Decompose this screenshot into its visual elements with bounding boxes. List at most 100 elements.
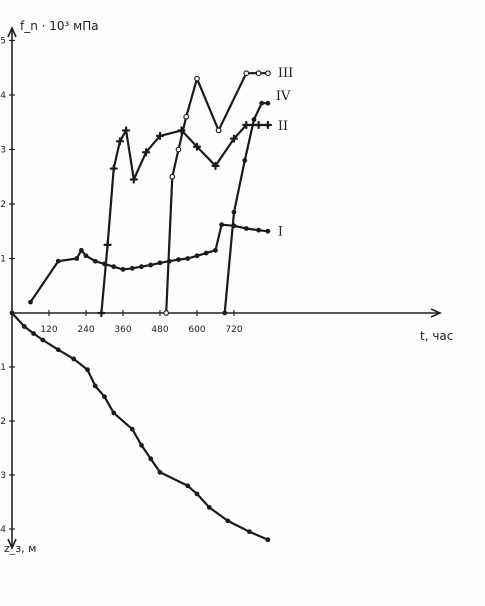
data-point xyxy=(109,164,118,173)
series-line-bottom-4 xyxy=(10,311,269,541)
series-line-iv xyxy=(223,102,269,315)
data-point xyxy=(121,126,131,135)
data-point xyxy=(142,148,151,157)
data-point xyxy=(255,70,262,77)
data-point xyxy=(242,158,248,163)
x-tick-label: 240 xyxy=(77,325,94,335)
data-point xyxy=(129,426,135,432)
y-top-tick-label: 5 xyxy=(0,37,6,47)
y-bottom-tick-label: 2 xyxy=(0,417,6,427)
data-point xyxy=(259,100,265,106)
data-point xyxy=(246,529,252,535)
y-bottom-tick-label: 4 xyxy=(0,525,6,535)
data-point xyxy=(192,142,202,151)
data-point xyxy=(78,247,84,253)
data-point xyxy=(194,253,200,259)
data-point xyxy=(176,257,181,262)
data-point xyxy=(148,456,154,462)
data-point xyxy=(120,267,126,272)
data-point xyxy=(229,134,239,143)
data-point xyxy=(129,265,135,271)
y-axis-arrow-down xyxy=(7,538,17,550)
data-point xyxy=(97,308,106,318)
data-point xyxy=(102,394,107,400)
series-label-i: I xyxy=(278,224,283,239)
data-point xyxy=(111,410,117,416)
x-axis-title: t, час xyxy=(420,329,453,343)
data-point xyxy=(265,100,271,106)
data-point xyxy=(139,442,144,448)
x-tick-label: 360 xyxy=(114,325,131,335)
data-point xyxy=(231,209,237,215)
y-top-tick-label: 4 xyxy=(0,91,6,101)
data-point xyxy=(169,173,176,180)
data-point xyxy=(157,469,163,475)
data-point xyxy=(55,347,61,353)
data-point xyxy=(194,75,200,82)
data-point xyxy=(251,117,257,122)
data-point xyxy=(243,226,249,231)
x-tick-label: 720 xyxy=(225,325,242,335)
data-point xyxy=(40,337,46,343)
y-axis-arrow-up xyxy=(7,26,17,38)
data-point xyxy=(213,247,218,253)
series-line-iii xyxy=(165,72,269,315)
data-point xyxy=(215,127,222,134)
x-axis-arrow xyxy=(430,308,442,318)
y-axis-title-top: f_n · 10³ мПа xyxy=(20,19,99,33)
data-point xyxy=(243,70,250,77)
data-point xyxy=(242,120,251,130)
data-point xyxy=(219,222,225,228)
y-axis-title-bottom: z_з, м xyxy=(4,542,36,555)
data-point xyxy=(183,113,190,120)
data-point xyxy=(21,324,27,329)
data-point xyxy=(225,518,231,524)
x-tick-label: 120 xyxy=(40,325,57,335)
data-point xyxy=(157,260,163,266)
data-point xyxy=(265,70,271,77)
data-point xyxy=(139,264,144,270)
data-point xyxy=(203,250,209,256)
data-point xyxy=(256,227,262,233)
data-point xyxy=(28,299,33,305)
data-point xyxy=(115,137,125,146)
data-point xyxy=(129,175,138,184)
x-tick-label: 600 xyxy=(188,325,205,335)
data-point xyxy=(155,131,165,140)
data-point xyxy=(92,258,98,264)
data-point xyxy=(55,258,61,264)
series-label-ii: II xyxy=(278,119,288,134)
data-point xyxy=(185,256,191,261)
data-point xyxy=(175,146,182,153)
series-label-iii: III xyxy=(278,66,293,81)
data-point xyxy=(163,310,169,316)
axes xyxy=(7,26,442,550)
series-line-ii xyxy=(100,123,269,315)
data-point xyxy=(85,367,90,373)
data-point xyxy=(31,331,36,336)
data-point xyxy=(74,256,80,261)
data-point xyxy=(206,505,212,510)
y-bottom-tick-label: 3 xyxy=(0,471,6,481)
x-tick-label: 480 xyxy=(151,325,168,335)
data-point xyxy=(92,383,98,389)
y-bottom-tick-label: 1 xyxy=(0,363,6,373)
y-top-tick-label: 1 xyxy=(0,255,6,265)
data-point xyxy=(265,228,271,234)
data-point xyxy=(103,240,112,249)
data-point xyxy=(222,310,228,316)
data-point xyxy=(211,161,220,170)
data-point xyxy=(265,537,271,543)
data-point xyxy=(111,264,117,270)
y-top-tick-label: 3 xyxy=(0,146,6,156)
data-point xyxy=(9,310,15,316)
y-top-tick-label: 2 xyxy=(0,200,6,210)
data-point xyxy=(71,356,77,362)
series-layer xyxy=(9,70,272,543)
data-point xyxy=(254,120,263,130)
labels-layer: 120 240 360 480 600 720 1 2 3 4 5 1 2 3 4 f_n · 10³ мПа… xyxy=(0,19,453,555)
data-point xyxy=(148,262,154,268)
series-label-iv: IV xyxy=(276,89,291,104)
data-point xyxy=(83,253,89,259)
